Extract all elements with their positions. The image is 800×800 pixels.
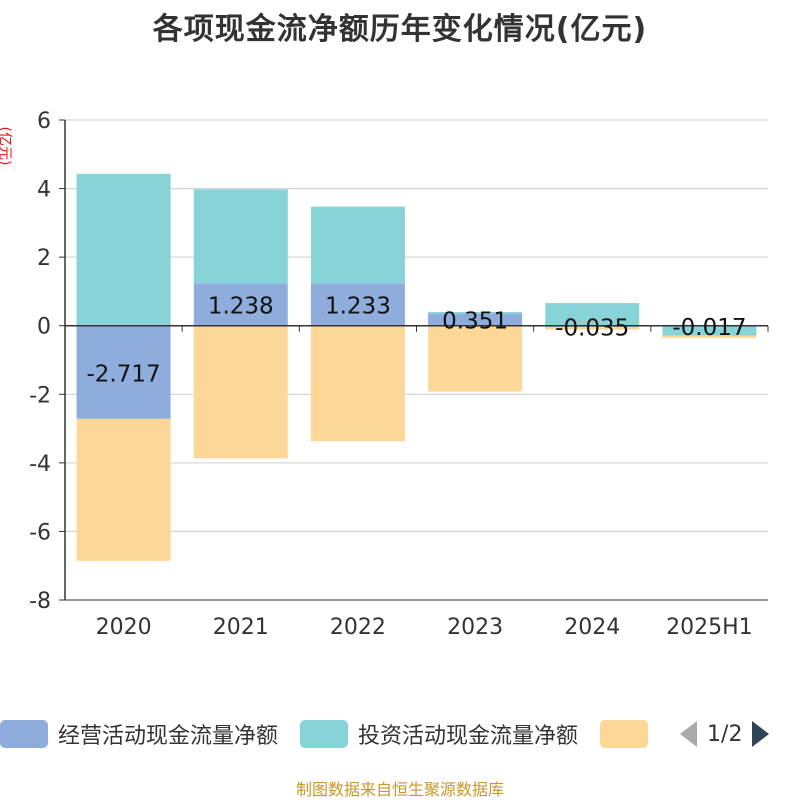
y-tick-label: -2: [29, 383, 51, 408]
bar-financing: [545, 326, 640, 330]
bar-investing: [428, 311, 523, 314]
bar-investing: [662, 326, 757, 336]
legend-page-indicator: 1/2: [707, 721, 743, 747]
legend-swatch-investing: [300, 720, 349, 748]
legend-item-financing[interactable]: [600, 720, 658, 748]
legend-label-investing: 投资活动现金流量净额: [358, 724, 579, 749]
data-label: 1.233: [325, 294, 391, 320]
bar-financing: [662, 335, 757, 338]
data-label: -0.035: [555, 315, 629, 341]
legend-item-investing[interactable]: 投资活动现金流量净额: [300, 718, 578, 750]
data-label: -2.717: [87, 361, 161, 387]
legend-swatch-operating: [0, 720, 48, 748]
bar-investing: [310, 206, 405, 284]
y-tick-label: -4: [29, 452, 51, 477]
legend-item-operating[interactable]: 经营活动现金流量净额: [0, 718, 278, 750]
y-tick-label: -8: [29, 589, 51, 614]
x-tick-label: 2020: [96, 615, 152, 640]
bar-operating: [428, 313, 523, 326]
legend-swatch-financing: [600, 720, 649, 748]
bar-operating: [310, 283, 405, 326]
y-tick-label: 6: [37, 109, 51, 134]
x-tick-label: 2021: [213, 615, 269, 640]
bar-financing: [193, 325, 288, 459]
bar-operating: [193, 283, 288, 326]
bar-financing: [428, 325, 523, 392]
bar-investing: [193, 189, 288, 284]
x-tick-label: 2022: [330, 615, 386, 640]
data-source-footer: 制图数据来自恒生聚源数据库: [295, 780, 504, 799]
data-label: -0.017: [672, 315, 746, 341]
bar-chart: 6 4 2 0 -2 -4 -6 -8 2020 2021 2022 2023 2024 2025H1 -2…: [29, 109, 769, 640]
chart-title: 各项现金流净额历年变化情况(亿元): [152, 12, 648, 47]
bar-operating: [76, 325, 171, 419]
legend: 经营活动现金流量净额 投资活动现金流量净额 1/2: [0, 714, 800, 754]
bar-financing: [310, 325, 405, 442]
legend-label-operating: 经营活动现金流量净额: [58, 724, 279, 749]
bar-investing: [76, 173, 171, 326]
y-tick-label: 4: [37, 178, 51, 203]
y-tick-label: -6: [29, 520, 51, 545]
x-tick-label: 2023: [447, 615, 503, 640]
bar-investing: [545, 303, 640, 326]
prev-page-icon[interactable]: [680, 721, 698, 747]
legend-pager: 1/2: [680, 721, 770, 747]
data-label: 0.351: [442, 309, 508, 335]
x-tick-label: 2025H1: [666, 615, 753, 640]
y-tick-label: 2: [37, 246, 51, 271]
x-tick-label: 2024: [564, 615, 620, 640]
bar-financing: [76, 418, 171, 561]
y-tick-label: 0: [37, 315, 51, 340]
next-page-icon[interactable]: [752, 721, 770, 747]
data-label: 1.238: [208, 293, 274, 319]
